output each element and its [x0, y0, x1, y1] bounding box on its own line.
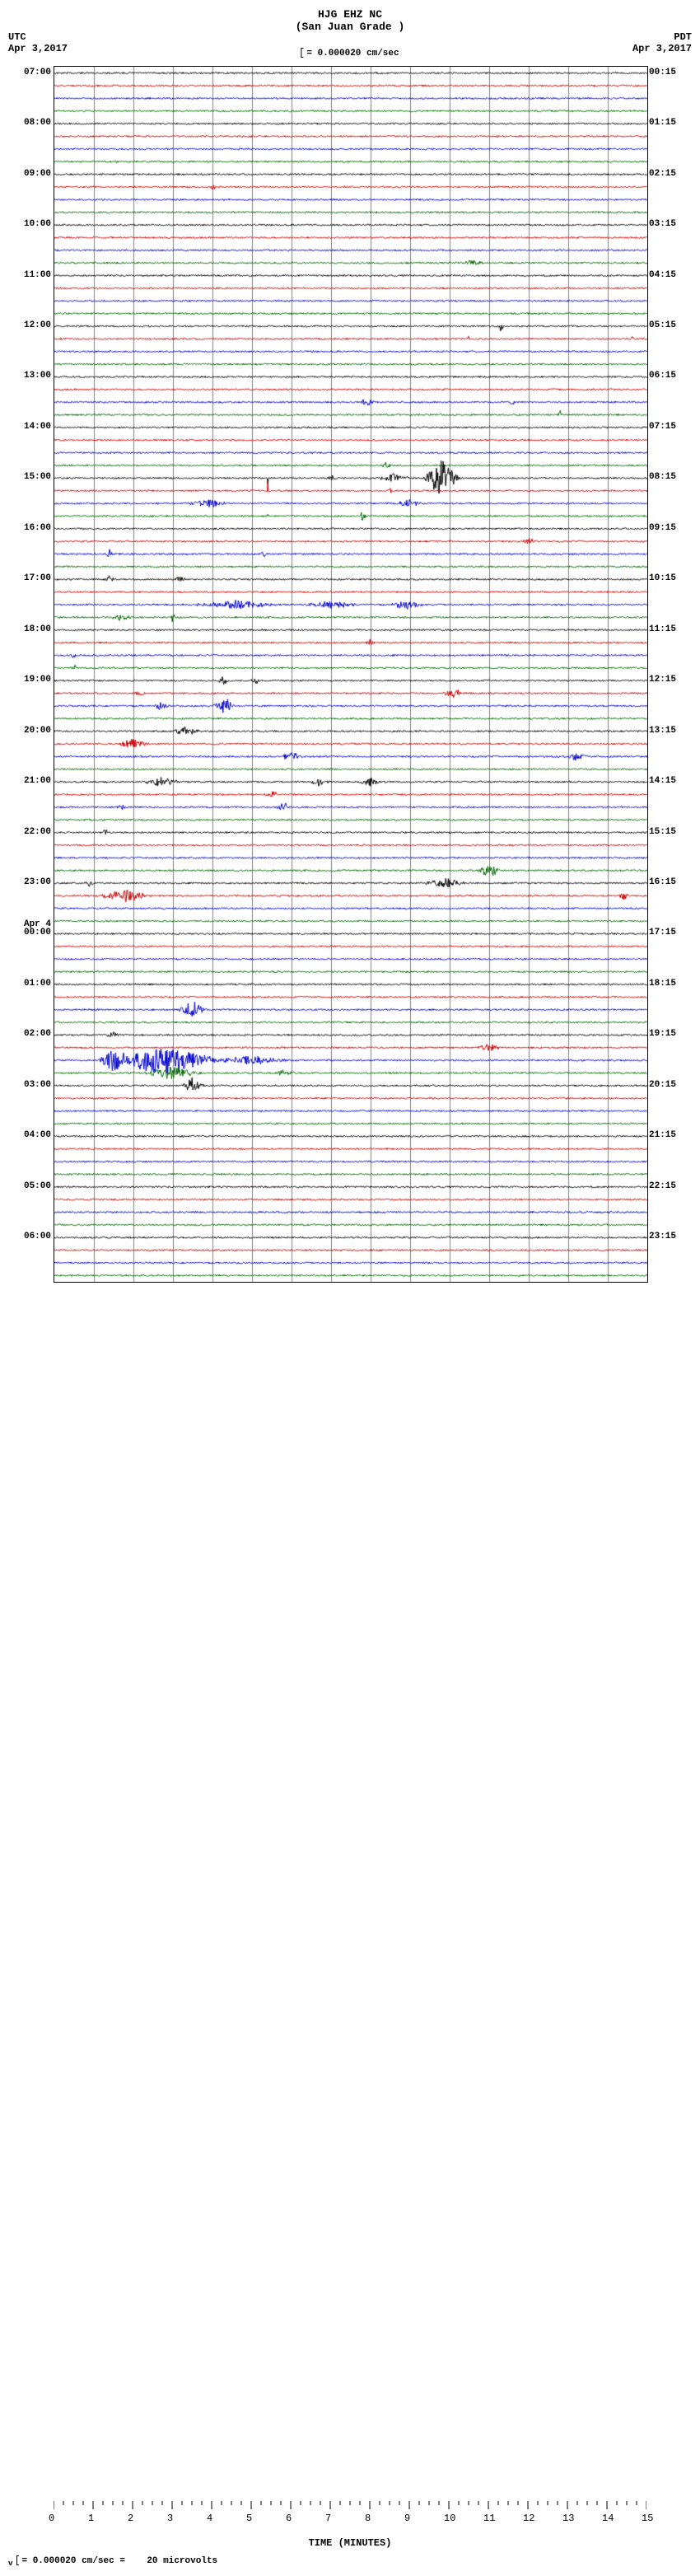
x-tick-label: 0: [49, 2513, 54, 2524]
station-title: HJG EHZ NC (San Juan Grade ): [296, 8, 405, 33]
time-label: 13:00: [8, 372, 51, 381]
time-label: 23:00: [8, 878, 51, 887]
footer-right: 20 microvolts: [147, 2556, 217, 2566]
right-tz: PDT: [632, 31, 692, 43]
time-label: 22:00: [8, 828, 51, 837]
time-label: 11:00: [8, 271, 51, 280]
time-label: 17:15: [649, 928, 692, 937]
x-tick-label: 2: [128, 2513, 133, 2524]
scale-text: = 0.000020 cm/sec: [306, 49, 399, 58]
time-label: 02:00: [8, 1030, 51, 1039]
right-timezone-block: PDT Apr 3,2017: [632, 31, 692, 54]
time-label: 14:00: [8, 423, 51, 432]
time-label: 05:15: [649, 321, 692, 330]
time-label: 18:15: [649, 979, 692, 989]
time-label: 08:15: [649, 473, 692, 482]
x-tick-label: 12: [523, 2513, 534, 2524]
time-label: 20:00: [8, 727, 51, 736]
x-tick-label: 6: [286, 2513, 292, 2524]
x-tick-label: 10: [444, 2513, 455, 2524]
time-label: 16:15: [649, 878, 692, 887]
time-label: 10:00: [8, 220, 51, 229]
time-label: 03:00: [8, 1081, 51, 1090]
time-label: 17:00: [8, 574, 51, 583]
time-label: 02:15: [649, 170, 692, 179]
time-label: 21:15: [649, 1131, 692, 1140]
x-tick-label: 13: [562, 2513, 574, 2524]
time-label: 11:15: [649, 625, 692, 634]
time-label: 21:00: [8, 777, 51, 786]
left-tz: UTC: [8, 31, 68, 43]
x-tick-label: 8: [365, 2513, 371, 2524]
seismogram-container: HJG EHZ NC (San Juan Grade ) UTC Apr 3,2…: [8, 8, 692, 2568]
time-label: 05:00: [8, 1182, 51, 1191]
time-label: 08:00: [8, 119, 51, 128]
time-label: 14:15: [649, 777, 692, 786]
x-tick-label: 4: [207, 2513, 212, 2524]
time-label: 04:15: [649, 271, 692, 280]
time-label: 09:15: [649, 524, 692, 533]
time-label: 10:15: [649, 574, 692, 583]
time-label: 00:15: [649, 68, 692, 77]
x-tick-label: 1: [88, 2513, 94, 2524]
time-label: 22:15: [649, 1182, 692, 1191]
time-label: 09:00: [8, 170, 51, 179]
x-tick-label: 7: [325, 2513, 331, 2524]
time-label: 16:00: [8, 524, 51, 533]
time-label: 01:00: [8, 979, 51, 989]
time-label: 19:15: [649, 1030, 692, 1039]
time-label: 12:15: [649, 676, 692, 685]
footer-scale: v= 0.000020 cm/sec = 20 microvolts: [8, 2555, 692, 2568]
plot-area: 07:00 08:00 09:00 10:00 11:00 12:00 13:00 14:00…: [8, 66, 692, 1281]
right-date: Apr 3,2017: [632, 43, 692, 54]
seismogram-canvas: [54, 66, 648, 1283]
station-id: HJG EHZ NC: [296, 8, 405, 21]
time-label: 07:00: [8, 68, 51, 77]
time-label: 15:15: [649, 828, 692, 837]
time-label: 13:15: [649, 727, 692, 736]
left-date: Apr 3,2017: [8, 43, 68, 54]
x-tick-label: 11: [483, 2513, 495, 2524]
time-label: 01:15: [649, 119, 692, 128]
x-tick-label: 9: [404, 2513, 410, 2524]
time-label: 18:00: [8, 625, 51, 634]
footer-left: = 0.000020 cm/sec =: [22, 2556, 125, 2566]
time-label: 06:00: [8, 1232, 51, 1241]
station-name: (San Juan Grade ): [296, 21, 405, 33]
chart-header: HJG EHZ NC (San Juan Grade ) UTC Apr 3,2…: [8, 8, 692, 66]
time-label: 03:15: [649, 220, 692, 229]
x-tick-label: 15: [642, 2513, 653, 2524]
time-label: 15:00: [8, 473, 51, 482]
x-tick-label: 5: [246, 2513, 252, 2524]
x-axis: 0123456789101112131415TIME (MINUTES): [54, 2501, 646, 2549]
time-label: 06:15: [649, 372, 692, 381]
time-label: 00:00: [8, 928, 51, 937]
x-axis-label: TIME (MINUTES): [54, 2537, 646, 2549]
scale-indicator: = 0.000020 cm/sec: [301, 48, 399, 58]
time-label: 20:15: [649, 1081, 692, 1090]
time-label: 07:15: [649, 423, 692, 432]
time-label: 12:00: [8, 321, 51, 330]
x-tick-label: 3: [167, 2513, 173, 2524]
time-label: 23:15: [649, 1232, 692, 1241]
x-tick-label: 14: [602, 2513, 614, 2524]
time-label: 19:00: [8, 676, 51, 685]
left-timezone-block: UTC Apr 3,2017: [8, 31, 68, 54]
time-label: 04:00: [8, 1131, 51, 1140]
